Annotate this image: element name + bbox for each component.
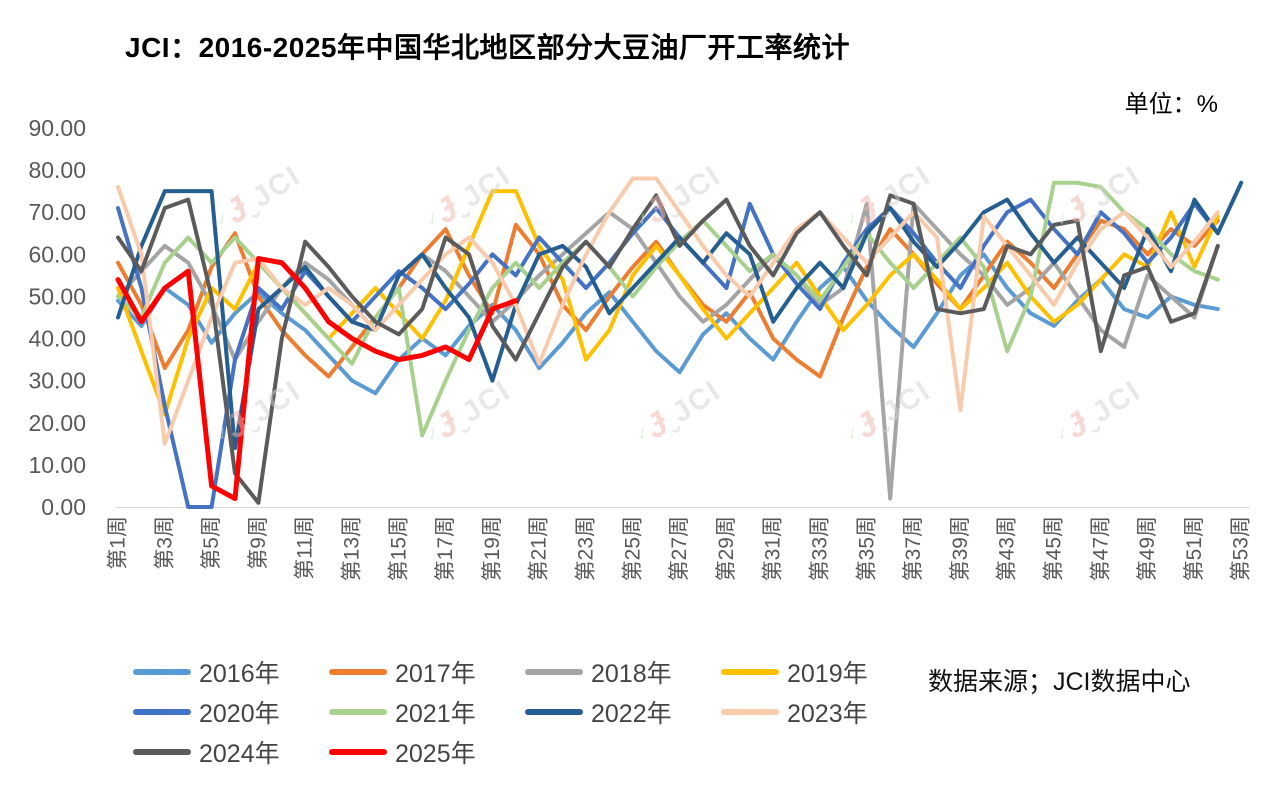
y-axis-tick-label: 40.00	[28, 326, 86, 352]
series-line-2025年	[115, 256, 519, 502]
x-axis-tick-label: 第3周	[153, 516, 176, 570]
y-axis-tick-label: 90.00	[28, 115, 86, 141]
legend-swatch	[525, 709, 583, 715]
x-axis-tick-label: 第43周	[996, 516, 1019, 581]
legend-item-2017年: 2017年	[329, 652, 525, 692]
x-axis-tick-label: 第49周	[1136, 516, 1159, 581]
legend-swatch	[721, 709, 779, 715]
x-axis-tick-label: 第35周	[855, 516, 878, 581]
x-axis-tick-label: 第39周	[949, 516, 972, 581]
unit-label: 单位：%	[1124, 91, 1218, 118]
legend-label: 2021年	[395, 700, 476, 728]
legend-label: 2017年	[395, 660, 476, 688]
y-axis-tick-label: 80.00	[28, 157, 86, 183]
x-axis-tick-label: 第19周	[481, 516, 504, 581]
y-axis-tick-label: 20.00	[28, 410, 86, 436]
x-axis-tick-label: 第25周	[621, 516, 644, 581]
legend-item-2022年: 2022年	[525, 692, 721, 732]
legend-swatch	[721, 669, 779, 675]
legend-swatch	[133, 669, 191, 675]
x-axis-tick-label: 第1周	[107, 516, 130, 570]
legend-label: 2020年	[199, 700, 280, 728]
y-axis-tick-label: 10.00	[28, 452, 86, 478]
series-line-2022年	[116, 180, 1244, 451]
series-line-2016年	[116, 252, 1220, 396]
series-line-2024年	[116, 193, 1220, 505]
x-axis-tick-label: 第17周	[434, 516, 457, 581]
y-axis-tick-label: 30.00	[28, 368, 86, 394]
legend-swatch	[133, 709, 191, 715]
x-axis-tick-label: 第15周	[387, 516, 410, 581]
legend-label: 2019年	[787, 660, 868, 688]
x-axis-tick-label: 第51周	[1183, 516, 1206, 581]
legend-label: 2016年	[199, 660, 280, 688]
legend-swatch	[525, 669, 583, 675]
chart-title: JCI：2016-2025年中国华北地区部分大豆油厂开工率统计	[125, 32, 850, 63]
x-axis-tick-label: 第13周	[341, 516, 364, 581]
legend-swatch	[329, 709, 387, 715]
legend-swatch	[329, 749, 387, 755]
legend-item-2023年: 2023年	[721, 692, 917, 732]
legend-item-2020年: 2020年	[133, 692, 329, 732]
legend-swatch	[329, 669, 387, 675]
x-axis-tick-label: 第33周	[809, 516, 832, 581]
x-axis-tick-label: 第23周	[575, 516, 598, 581]
legend-item-2019年: 2019年	[721, 652, 917, 692]
legend-swatch	[133, 749, 191, 755]
legend-label: 2018年	[591, 660, 672, 688]
x-axis-tick-label: 第21周	[528, 516, 551, 581]
series-line-2023年	[116, 176, 1220, 446]
y-axis-tick-label: 60.00	[28, 241, 86, 267]
legend-item-2021年: 2021年	[329, 692, 525, 732]
x-axis-tick-label: 第9周	[247, 516, 270, 570]
series-line-2020年	[116, 197, 1220, 509]
x-axis-tick-label: 第5周	[200, 516, 223, 570]
series-line-2017年	[116, 218, 1220, 379]
x-axis-tick-label: 第29周	[715, 516, 738, 581]
x-axis-tick-label: 第53周	[1230, 516, 1253, 581]
legend-label: 2025年	[395, 740, 476, 768]
legend-label: 2024年	[199, 740, 280, 768]
legend-item-2025年: 2025年	[329, 732, 525, 772]
plot-area: 0.00 10.00 20.00 30.00 40.00 50.00 60.00 70.00 8…	[28, 115, 1253, 581]
x-axis-tick-label: 第27周	[668, 516, 691, 581]
data-source-label: 数据来源；JCI数据中心	[928, 668, 1191, 696]
legend-item-2016年: 2016年	[133, 652, 329, 692]
legend-item-2024年: 2024年	[133, 732, 329, 772]
x-axis-tick-label: 第45周	[1043, 516, 1066, 581]
y-axis-tick-label: 70.00	[28, 199, 86, 225]
x-axis-tick-label: 第47周	[1089, 516, 1112, 581]
x-axis-tick-label: 第37周	[902, 516, 925, 581]
y-axis-tick-label: 0.00	[41, 494, 86, 520]
legend-label: 2023年	[787, 700, 868, 728]
y-axis-tick-label: 50.00	[28, 283, 86, 309]
legend-item-2018年: 2018年	[525, 652, 721, 692]
x-axis-tick-label: 第11周	[294, 516, 317, 580]
chart-legend: 2016年 2017年 2018年 2019年 2020年 2021年 2022年 2023年…	[133, 652, 933, 772]
legend-label: 2022年	[591, 700, 672, 728]
x-axis-tick-label: 第31周	[762, 516, 785, 581]
